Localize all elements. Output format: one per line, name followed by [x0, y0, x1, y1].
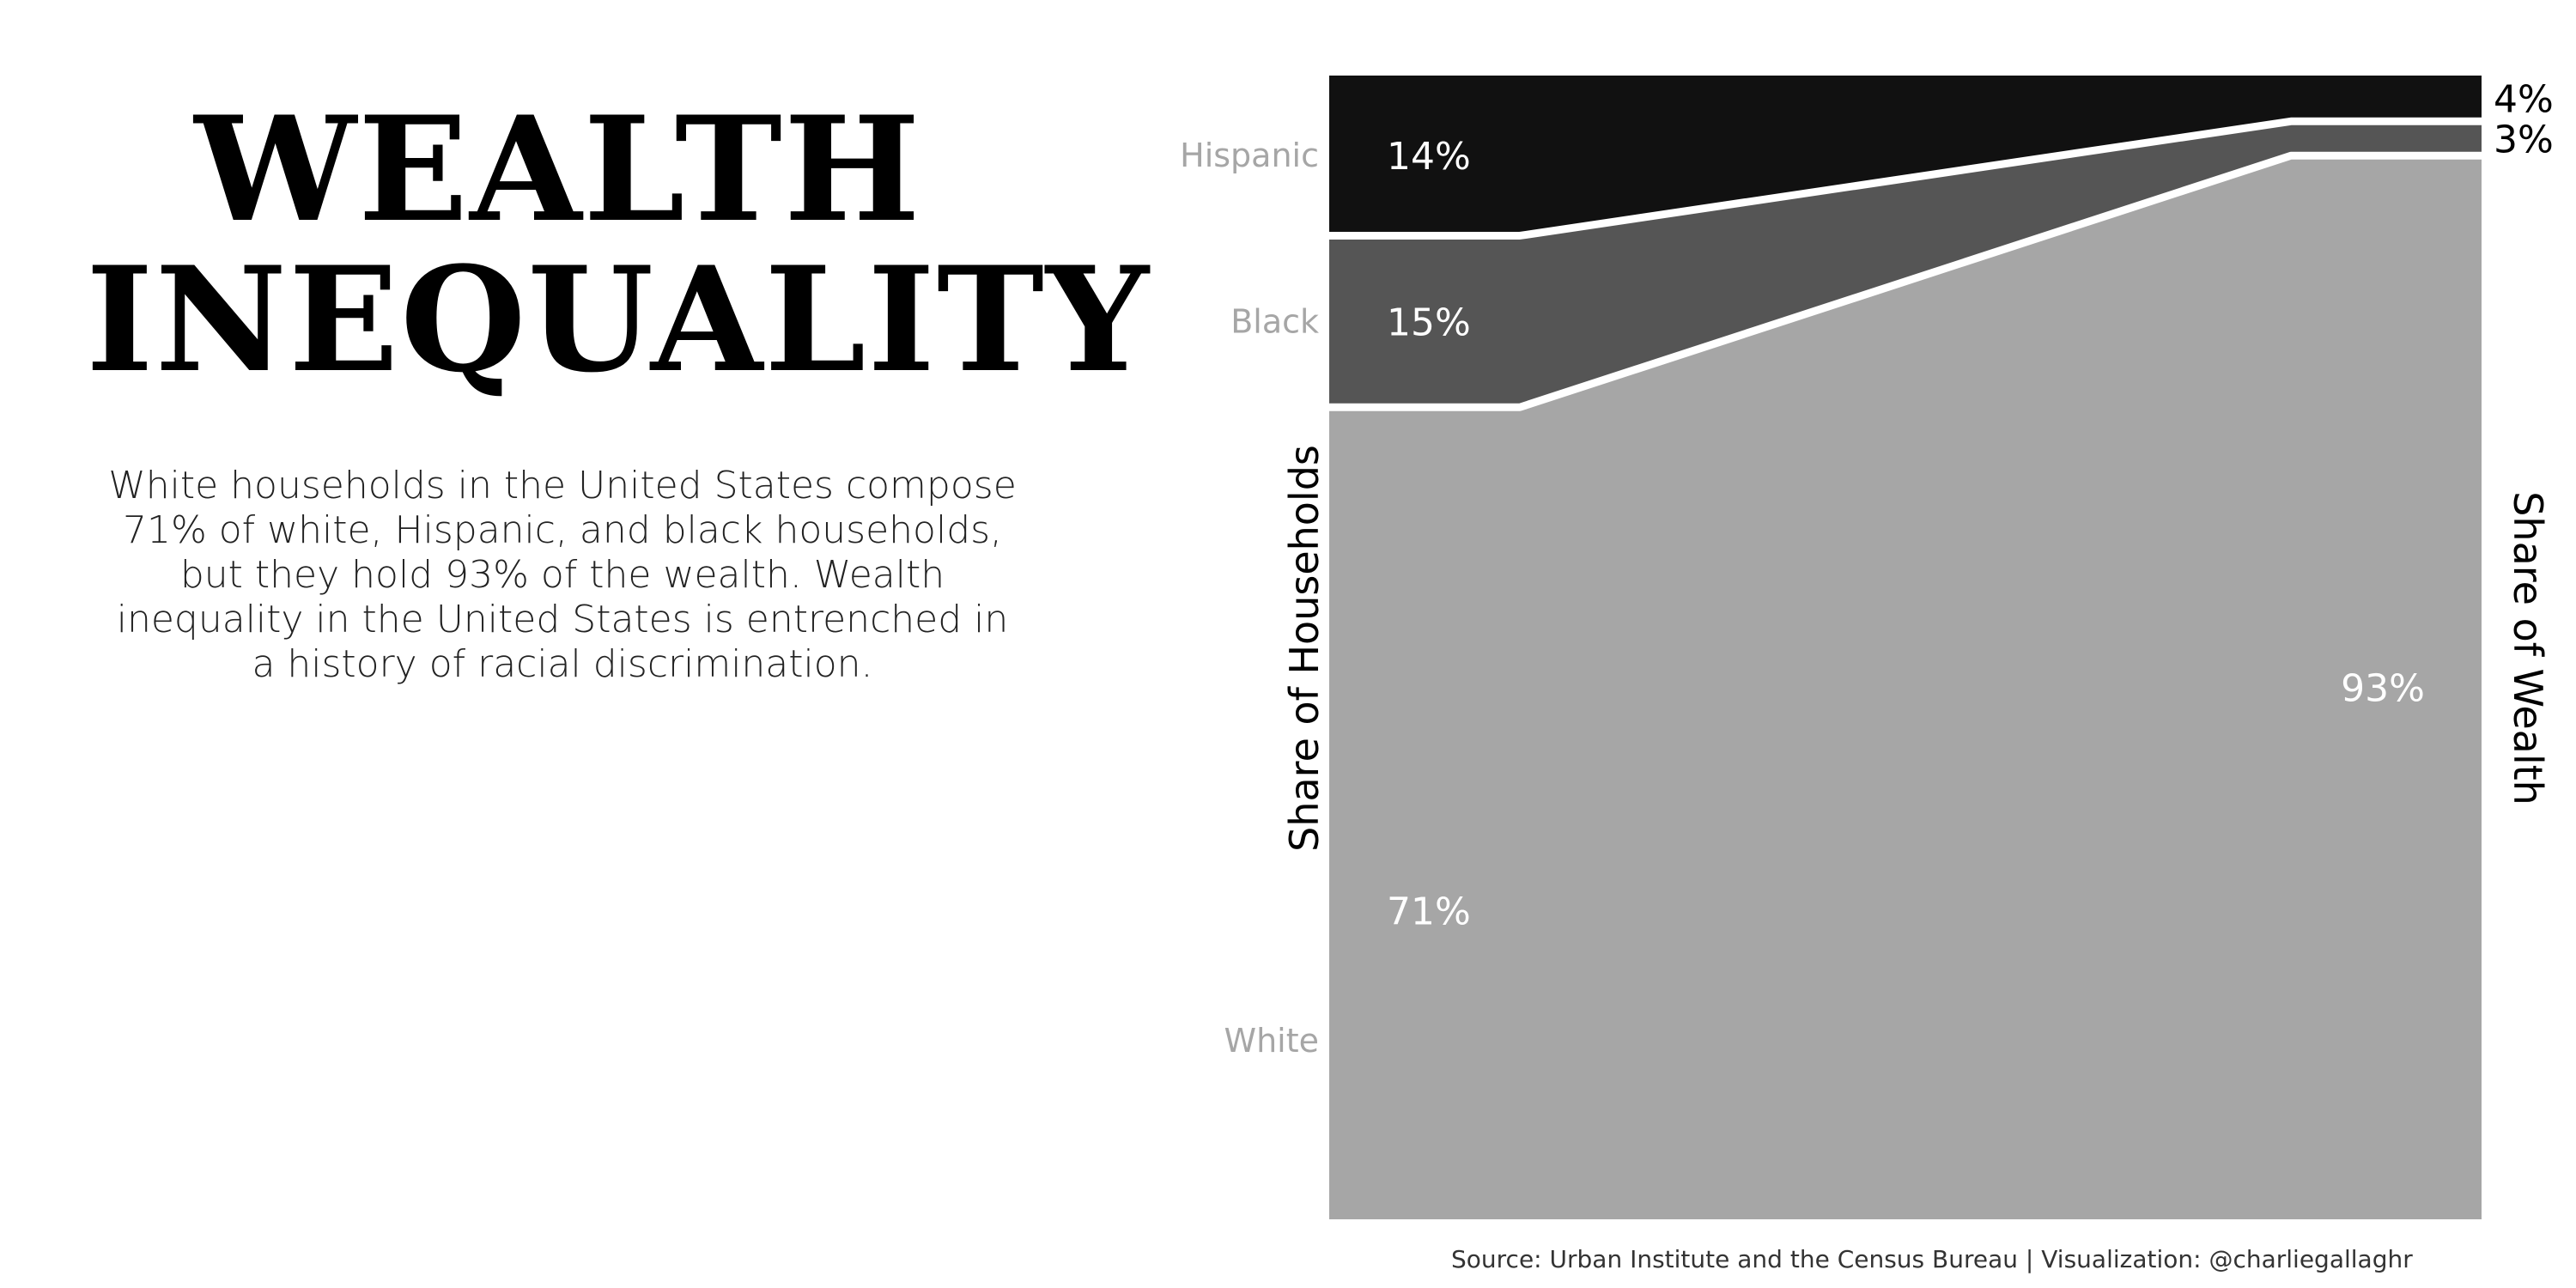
wealth-share-label-white: 93%: [2341, 667, 2425, 711]
description-text: White households in the United States co…: [108, 464, 1017, 686]
household-share-label-white: 71%: [1387, 890, 1471, 934]
source-credit: Source: Urban Institute and the Census B…: [1451, 1245, 2413, 1273]
chart-labels: White 71% 93% Black 15% 3% Hispanic 14% 4%: [1180, 78, 2554, 1060]
area-white: [1329, 155, 2482, 1220]
left-axis-label: Share of Households: [1281, 445, 1327, 852]
page-title: WEALTH INEQUALITY: [86, 84, 1151, 404]
separator-black: [1329, 117, 2482, 240]
title-line-2: INEQUALITY: [86, 234, 1151, 404]
title-line-1: WEALTH: [194, 84, 922, 254]
wealth-share-label-hispanic: 4%: [2494, 78, 2554, 122]
stacked-areas: [1329, 76, 2482, 1220]
category-label-hispanic: Hispanic: [1180, 137, 1319, 174]
right-axis-label: Share of Wealth: [2505, 491, 2551, 805]
category-label-black: Black: [1230, 302, 1319, 340]
area-separators: [1329, 117, 2482, 411]
household-share-label-hispanic: 14%: [1387, 135, 1471, 179]
category-label-white: White: [1224, 1022, 1320, 1060]
area-black: [1329, 121, 2482, 408]
wealth-share-label-black: 3%: [2494, 118, 2554, 161]
separator-white: [1329, 151, 2482, 411]
area-hispanic: [1329, 76, 2482, 236]
household-share-label-black: 15%: [1387, 301, 1471, 344]
